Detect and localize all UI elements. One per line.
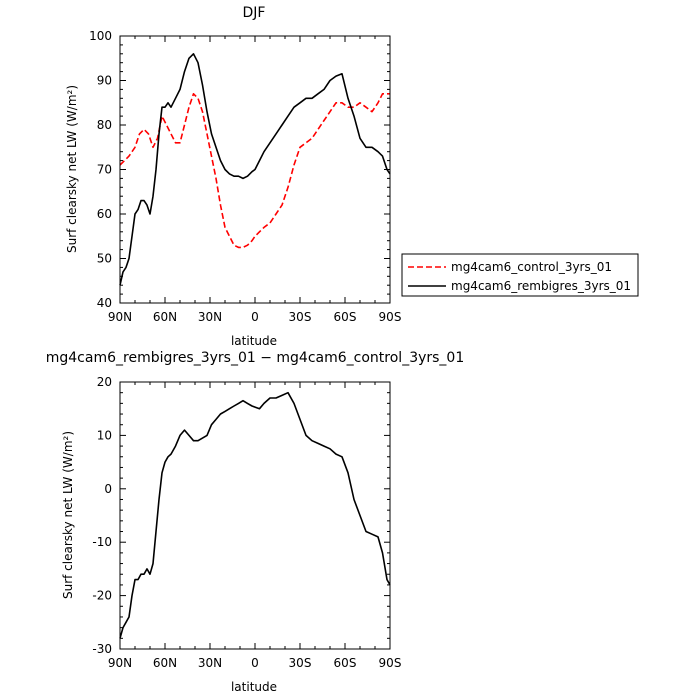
- bottom-y-tick-label: 0: [104, 482, 112, 496]
- top-series-line-mg4cam6-control-3yrs-01: [119, 93, 390, 249]
- top-y-tick-label: 80: [97, 118, 112, 132]
- top-x-tick-label: 0: [251, 310, 259, 324]
- top-y-tick-label: 90: [97, 74, 112, 88]
- top-y-tick-label: 50: [97, 252, 112, 266]
- bottom-x-tick-label: 30N: [198, 656, 222, 670]
- bottom-axes: 90N 60N 30N 0 30S 60S 90S -30 -20 -10 0 10 20: [92, 375, 401, 670]
- bottom-y-axis-title: Surf clearsky net LW (W/m²): [61, 431, 75, 599]
- bottom-series-line-difference: [119, 391, 391, 639]
- top-y-axis-title: Surf clearsky net LW (W/m²): [65, 85, 79, 253]
- top-y-tick-label: 100: [89, 29, 112, 43]
- bottom-y-tick-label: -30: [92, 642, 112, 656]
- bottom-x-tick-label: 60N: [153, 656, 177, 670]
- top-y-tick-label: 40: [97, 296, 112, 310]
- top-series-line-mg4cam6-rembigres-3yrs-01: [119, 52, 391, 286]
- top-x-tick-label: 30N: [198, 310, 222, 324]
- bottom-y-tick-label: -10: [92, 535, 112, 549]
- top-x-tick-label: 60S: [334, 310, 357, 324]
- bottom-x-tick-label: 30S: [289, 656, 312, 670]
- top-y-tick-label: 70: [97, 163, 112, 177]
- bottom-x-axis-title: latitude: [231, 680, 277, 694]
- legend: mg4cam6_control_3yrs_01 mg4cam6_rembigre…: [401, 253, 639, 297]
- bottom-panel: mg4cam6_rembigres_3yrs_01 − mg4cam6_cont…: [46, 350, 465, 694]
- top-x-axis-title: latitude: [231, 334, 277, 348]
- bottom-y-tick-label: 20: [97, 375, 112, 389]
- top-panel: DJF 90N 60N 30N 0 30S 60S 90S 40 50 60 70 80 90 100 l…: [65, 5, 639, 348]
- bottom-x-tick-label: 90S: [379, 656, 402, 670]
- legend-box: [401, 253, 639, 297]
- bottom-x-tick-label: 90N: [108, 656, 132, 670]
- legend-label-rembigres: mg4cam6_rembigres_3yrs_01: [451, 279, 631, 293]
- top-axes: 90N 60N 30N 0 30S 60S 90S 40 50 60 70 80 90 100: [89, 29, 401, 324]
- top-x-tick-label: 30S: [289, 310, 312, 324]
- bottom-x-tick-label: 0: [251, 656, 259, 670]
- top-x-tick-label: 90N: [108, 310, 132, 324]
- top-plot-title: DJF: [243, 5, 266, 21]
- legend-label-control: mg4cam6_control_3yrs_01: [451, 260, 612, 274]
- bottom-y-tick-label: 10: [97, 428, 112, 442]
- bottom-plot-frame: [119, 381, 391, 650]
- bottom-series-group: [119, 391, 391, 639]
- top-x-tick-label: 60N: [153, 310, 177, 324]
- top-y-tick-label: 60: [97, 207, 112, 221]
- top-series-group: [119, 52, 391, 286]
- bottom-y-tick-label: -20: [92, 589, 112, 603]
- bottom-plot-title: mg4cam6_rembigres_3yrs_01 − mg4cam6_cont…: [46, 350, 465, 366]
- top-x-tick-label: 90S: [379, 310, 402, 324]
- bottom-x-tick-label: 60S: [334, 656, 357, 670]
